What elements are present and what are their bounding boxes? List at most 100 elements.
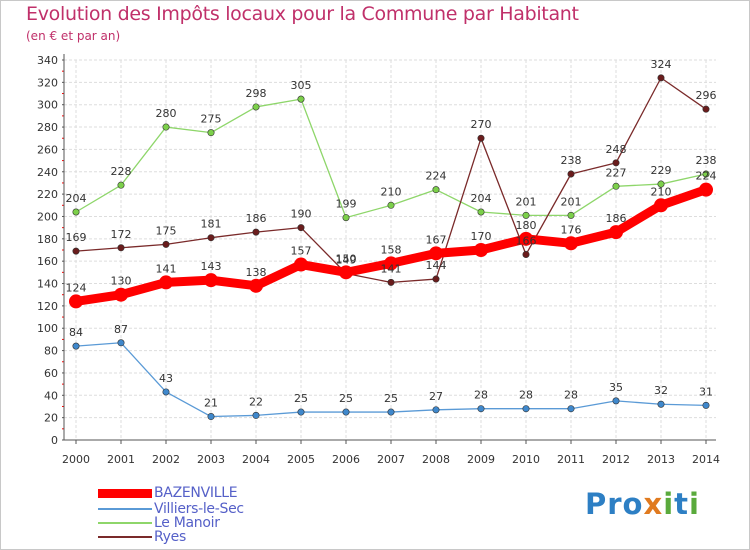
x-tick-label: 2013 — [647, 453, 675, 466]
data-label: 21 — [204, 397, 218, 410]
data-label: 186 — [246, 212, 267, 225]
data-label: 150 — [336, 252, 357, 265]
data-label: 305 — [291, 79, 312, 92]
data-point — [429, 246, 443, 261]
data-point — [117, 339, 125, 347]
data-label: 238 — [561, 154, 582, 167]
y-tick-label: 240 — [37, 166, 58, 179]
data-label: 144 — [426, 259, 447, 272]
data-point — [249, 278, 263, 293]
data-point — [657, 180, 665, 188]
data-label: 138 — [246, 266, 267, 279]
x-tick-label: 2008 — [422, 453, 450, 466]
x-tick-label: 2003 — [197, 453, 225, 466]
data-label: 238 — [696, 154, 717, 167]
y-tick-label: 180 — [37, 233, 58, 246]
data-label: 190 — [291, 208, 312, 221]
data-point — [297, 95, 305, 103]
data-point — [387, 201, 395, 209]
data-point — [297, 408, 305, 416]
data-point — [702, 170, 710, 178]
data-label: 124 — [66, 281, 87, 294]
y-tick-label: 300 — [37, 99, 58, 112]
legend-swatch — [98, 522, 152, 524]
proxiti-logo: Proxiti — [585, 487, 700, 521]
data-point — [612, 159, 620, 167]
y-tick-label: 80 — [44, 345, 58, 358]
data-point — [609, 225, 623, 240]
data-label: 172 — [111, 228, 132, 241]
y-tick-label: 120 — [37, 300, 58, 313]
legend-label: BAZENVILLE — [154, 485, 238, 501]
x-tick-label: 2009 — [467, 453, 495, 466]
data-point — [612, 397, 620, 405]
data-label: 210 — [651, 185, 672, 198]
data-point — [522, 250, 530, 258]
legend-item-villiers-le-sec: Villiers-le-Sec — [98, 501, 244, 517]
x-tick-label: 2004 — [242, 453, 270, 466]
data-point — [252, 228, 260, 236]
data-point — [522, 211, 530, 219]
data-point — [612, 182, 620, 190]
data-label: 27 — [429, 390, 443, 403]
data-label: 175 — [156, 224, 177, 237]
y-tick-label: 40 — [44, 389, 58, 402]
legend-item-ryes: Ryes — [98, 529, 186, 545]
data-label: 181 — [201, 218, 222, 231]
data-label: 227 — [606, 166, 627, 179]
data-label: 141 — [156, 262, 177, 275]
y-tick-label: 20 — [44, 412, 58, 425]
data-label: 84 — [69, 326, 83, 339]
data-point — [657, 400, 665, 408]
data-point — [477, 208, 485, 216]
data-label: 149 — [336, 253, 357, 266]
data-point — [702, 105, 710, 113]
data-point — [72, 208, 80, 216]
data-label: 31 — [699, 385, 713, 398]
data-label: 324 — [651, 58, 672, 71]
legend-swatch — [98, 488, 152, 498]
data-point — [294, 257, 308, 272]
data-label: 204 — [471, 192, 492, 205]
data-label: 275 — [201, 113, 222, 126]
data-label: 32 — [654, 384, 668, 397]
x-tick-label: 2001 — [107, 453, 135, 466]
axes: 0 20 40 60 80 100 120 140 160 180 200 220 240 260 280 3… — [37, 54, 720, 466]
x-tick-label: 2014 — [692, 453, 720, 466]
legend-label: Ryes — [154, 529, 186, 545]
x-tick-label: 2007 — [377, 453, 405, 466]
data-point — [72, 247, 80, 255]
y-tick-label: 160 — [37, 255, 58, 268]
data-label: 25 — [294, 392, 308, 405]
legend-item-bazenville: BAZENVILLE — [98, 485, 238, 501]
data-point — [117, 244, 125, 252]
data-label: 280 — [156, 107, 177, 120]
data-label: 296 — [696, 89, 717, 102]
data-point — [432, 275, 440, 283]
data-label: 176 — [561, 223, 582, 236]
data-label: 158 — [381, 243, 402, 256]
data-point — [339, 265, 353, 280]
data-point — [387, 278, 395, 286]
x-tick-label: 2000 — [62, 453, 90, 466]
data-label: 167 — [426, 233, 447, 246]
x-tick-label: 2011 — [557, 453, 585, 466]
data-point — [567, 405, 575, 413]
data-point — [432, 186, 440, 194]
y-tick-label: 220 — [37, 188, 58, 201]
data-point — [117, 181, 125, 189]
chart-subtitle: (en € et par an) — [26, 29, 121, 43]
x-tick-label: 2006 — [332, 453, 360, 466]
legend-label: Le Manoir — [154, 515, 220, 531]
data-label: 298 — [246, 87, 267, 100]
data-label: 248 — [606, 143, 627, 156]
data-point — [564, 236, 578, 251]
data-label: 180 — [516, 219, 537, 232]
data-point — [432, 406, 440, 414]
data-label: 25 — [384, 392, 398, 405]
y-tick-label: 260 — [37, 143, 58, 156]
data-point — [519, 231, 533, 246]
data-label: 186 — [606, 212, 627, 225]
legend-item-le-manoir: Le Manoir — [98, 515, 220, 531]
series-layer — [69, 74, 713, 421]
